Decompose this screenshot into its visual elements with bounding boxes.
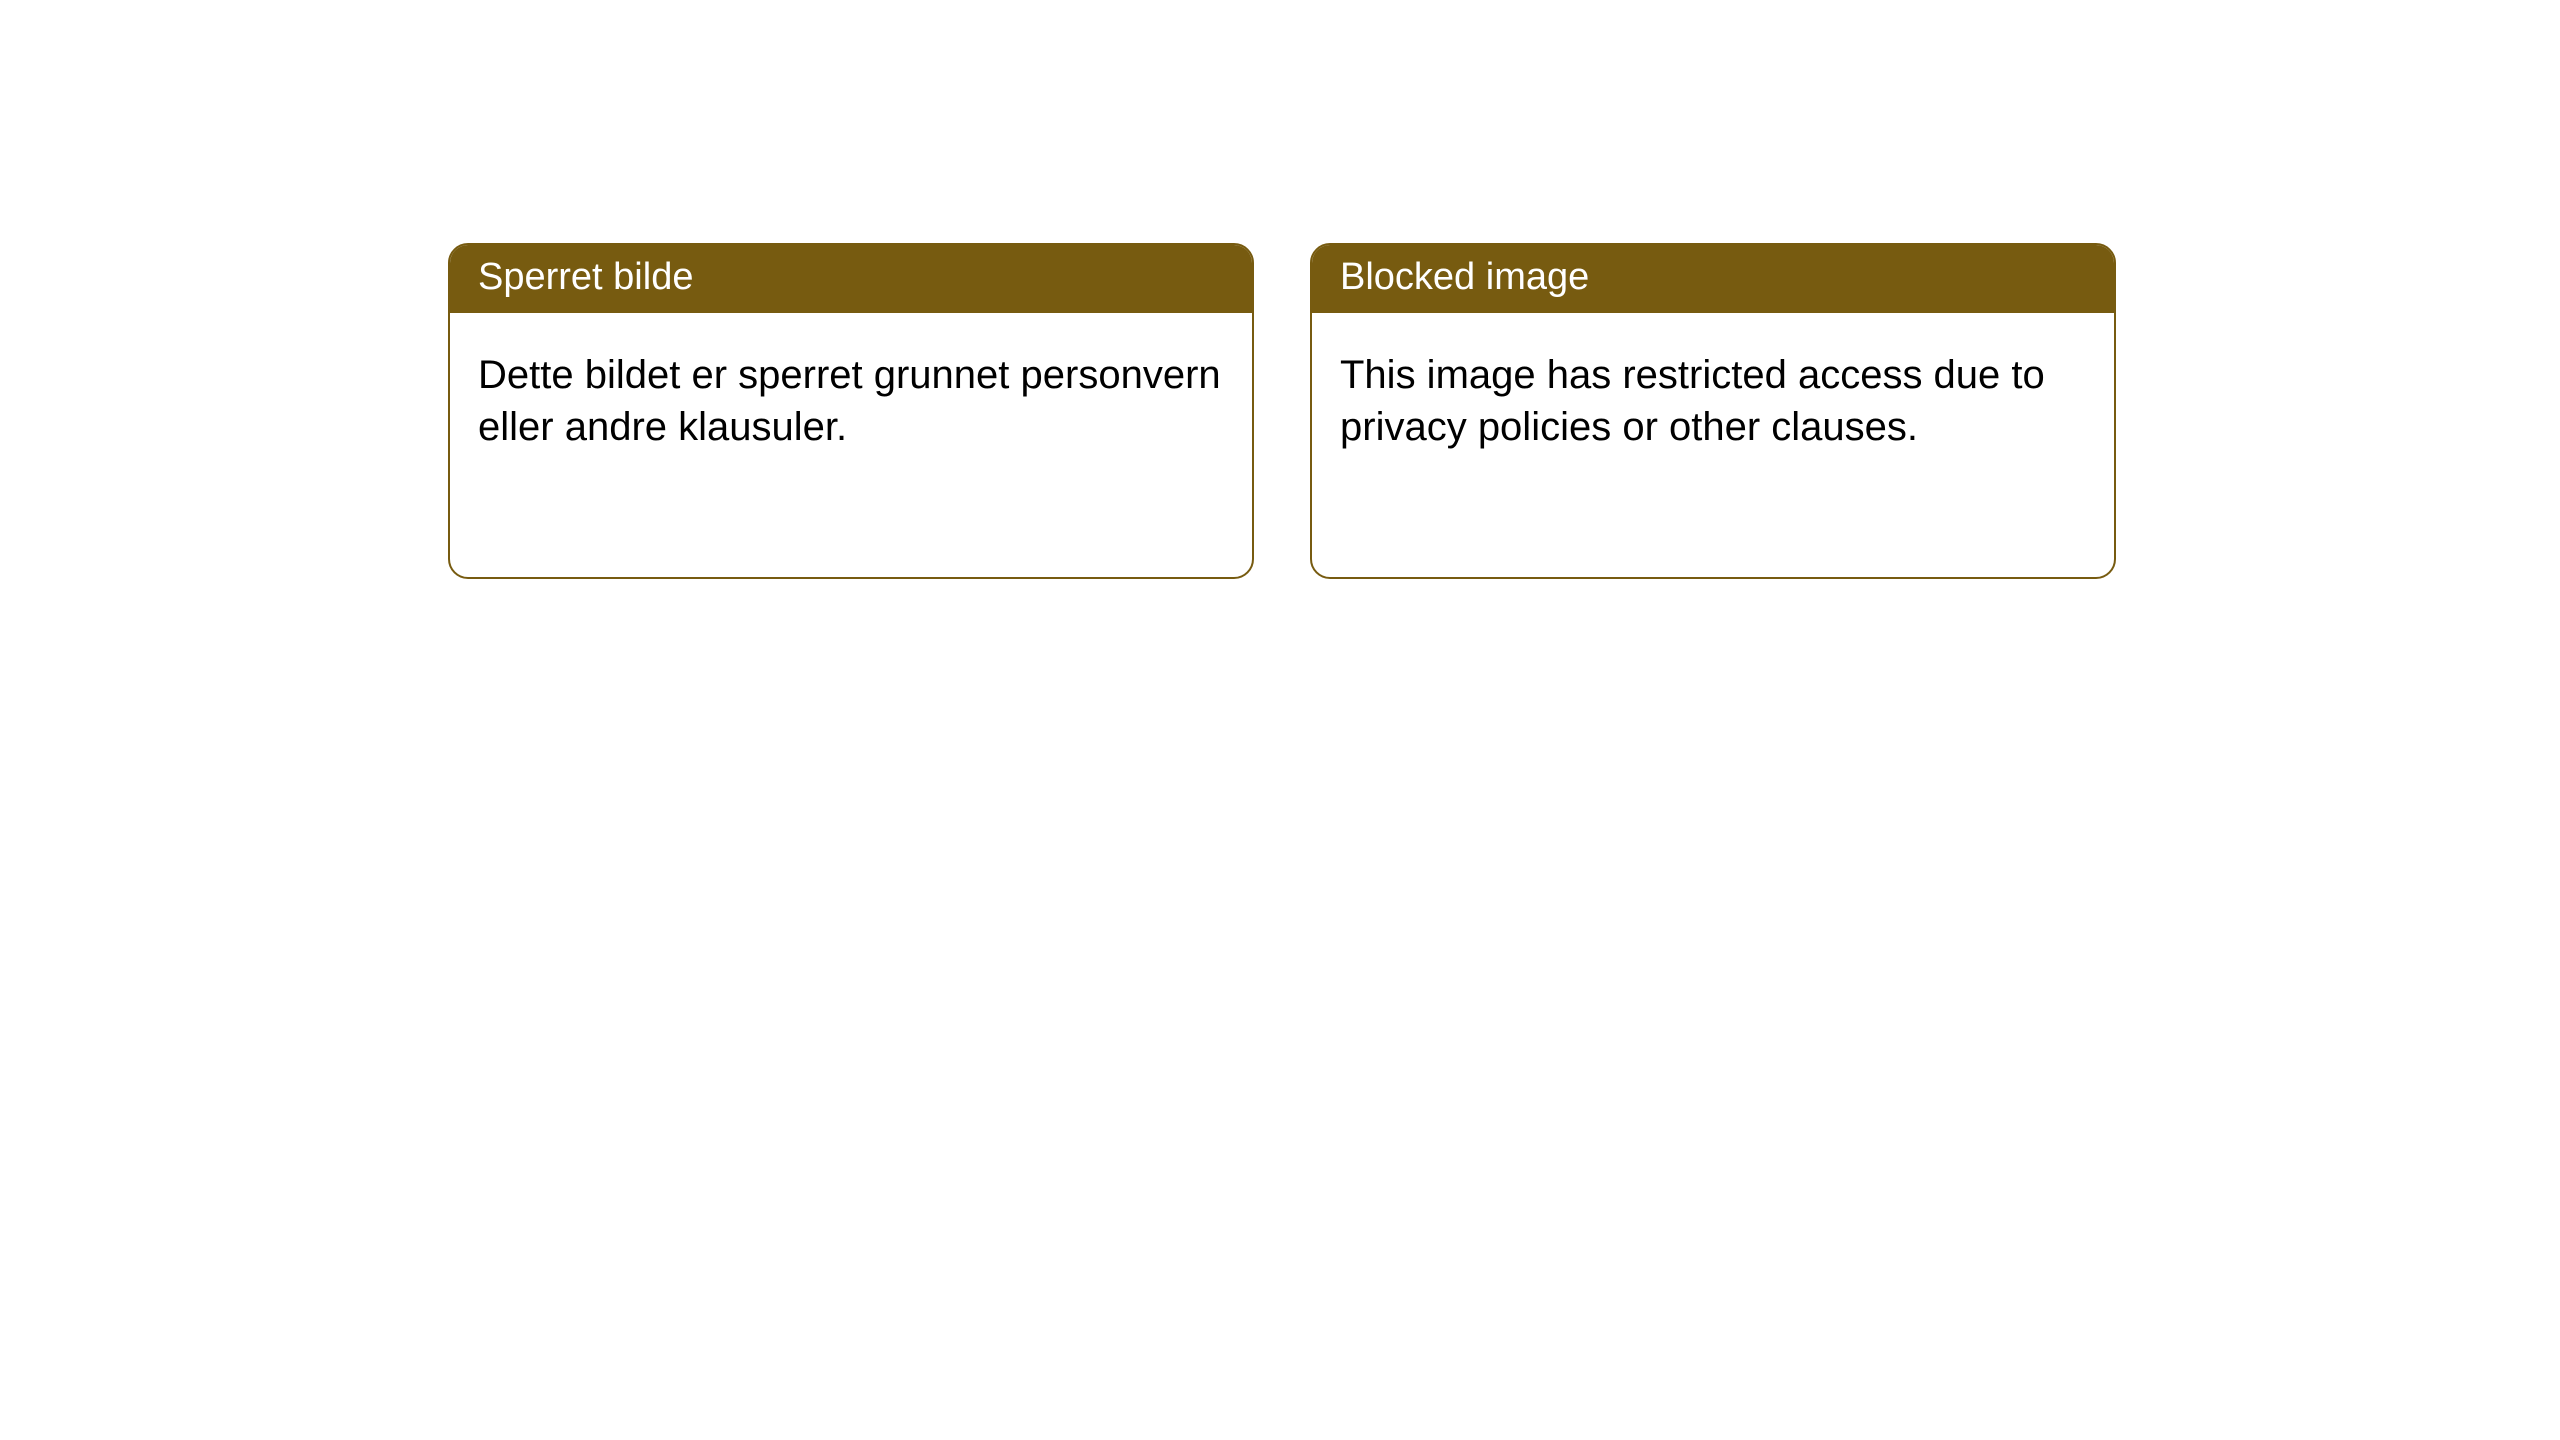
- notice-container: Sperret bilde Dette bildet er sperret gr…: [0, 0, 2560, 579]
- notice-title: Blocked image: [1340, 256, 1589, 298]
- notice-header: Blocked image: [1312, 245, 2114, 313]
- notice-card-norwegian: Sperret bilde Dette bildet er sperret gr…: [448, 243, 1254, 579]
- notice-body-text: Dette bildet er sperret grunnet personve…: [478, 353, 1221, 450]
- notice-header: Sperret bilde: [450, 245, 1252, 313]
- notice-title: Sperret bilde: [478, 256, 693, 298]
- notice-card-english: Blocked image This image has restricted …: [1310, 243, 2116, 579]
- notice-body: This image has restricted access due to …: [1312, 313, 2114, 491]
- notice-body: Dette bildet er sperret grunnet personve…: [450, 313, 1252, 491]
- notice-body-text: This image has restricted access due to …: [1340, 353, 2045, 450]
